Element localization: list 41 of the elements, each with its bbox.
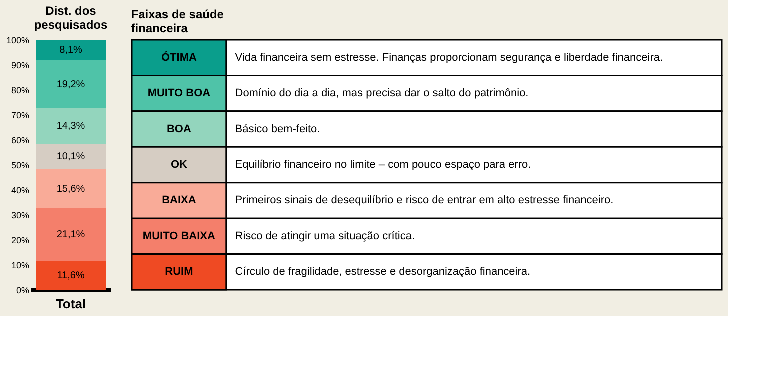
y-tick-label: 80% — [11, 86, 30, 96]
text: BOA — [166, 123, 192, 136]
text: Círculo de fragilidade, estresse e desorganização financeira. — [235, 266, 531, 278]
y-tick-label: 90% — [11, 60, 30, 70]
y-tick-label: 70% — [11, 110, 30, 120]
bar — [36, 169, 106, 208]
text: 15,6% — [56, 184, 86, 195]
text: Risco de atingir uma situação crítica. — [235, 230, 415, 242]
y-tick-label: 40% — [11, 186, 30, 196]
text: RUIM — [165, 266, 194, 278]
text: 19,2% — [56, 79, 86, 90]
text: 8,1% — [60, 45, 82, 56]
text: Vida financeira sem estresse. Finanças proporcionam segurança e liberdade financeira. — [235, 52, 664, 64]
y-tick-label: 10% — [11, 260, 30, 270]
y-tick-label: 0% — [16, 286, 30, 296]
x-tick-label: Total — [56, 296, 86, 312]
legend-title: Faixas de saúde financeira — [131, 7, 224, 36]
text: MUITO BOA — [148, 88, 211, 100]
text: Equilíbrio financeiro no limite – com pouco espaço para erro. — [235, 159, 532, 171]
text: MUITO BAIXA — [142, 230, 216, 242]
y-tick-label: 30% — [11, 210, 30, 220]
bar — [36, 108, 106, 144]
bar — [36, 60, 106, 108]
y-tick-label: 60% — [11, 136, 30, 146]
text: Domínio do dia a dia, mas precisa dar o salto do patrimônio. — [235, 88, 529, 100]
text: 14,3% — [56, 121, 86, 132]
text: ÓTIMA — [161, 50, 197, 64]
bar — [36, 40, 106, 60]
text: 21,1% — [56, 230, 86, 241]
y-tick-label: 50% — [11, 160, 30, 170]
bar — [36, 208, 106, 261]
text: BAIXA — [162, 194, 196, 207]
y-tick-label: 100% — [6, 36, 30, 46]
bar — [36, 144, 106, 170]
text: 10,1% — [56, 152, 86, 163]
chart-title: Dist. dos pesquisados — [34, 4, 108, 32]
text: Básico bem-feito. — [235, 123, 320, 136]
y-tick-label: 20% — [11, 236, 30, 246]
text: OK — [170, 159, 188, 171]
text: Primeiros sinais de desequilíbrio e risco de entrar em alto estresse financeiro. — [235, 194, 614, 207]
text: 11,6% — [57, 270, 85, 282]
